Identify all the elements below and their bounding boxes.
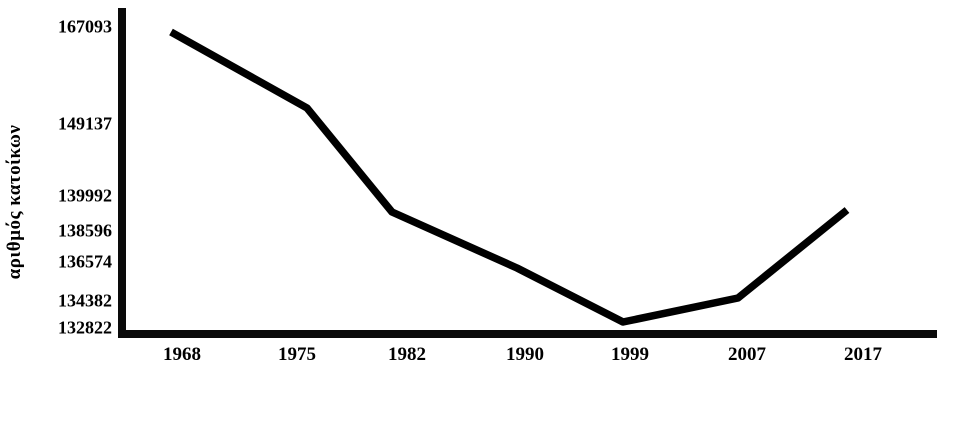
x-tick-label: 2007	[728, 344, 766, 365]
x-tick-label: 1990	[506, 344, 544, 365]
y-axis-title: αριθμός κατοίκων	[4, 124, 25, 280]
y-tick-label: 167093	[58, 16, 112, 37]
x-tick-label: 1975	[278, 344, 316, 365]
y-tick-label: 139992	[58, 185, 112, 206]
population-series-line	[169, 28, 850, 326]
y-tick-label: 134382	[58, 290, 112, 311]
y-tick-label: 136574	[58, 251, 112, 272]
y-tick-label: 138596	[58, 220, 112, 241]
x-tick-label: 1968	[163, 344, 201, 365]
y-tick-label: 132822	[58, 317, 112, 338]
x-tick-label: 2017	[844, 344, 882, 365]
x-tick-label: 1999	[611, 344, 649, 365]
x-tick-label: 1982	[388, 344, 426, 365]
y-tick-label: 149137	[58, 113, 112, 134]
